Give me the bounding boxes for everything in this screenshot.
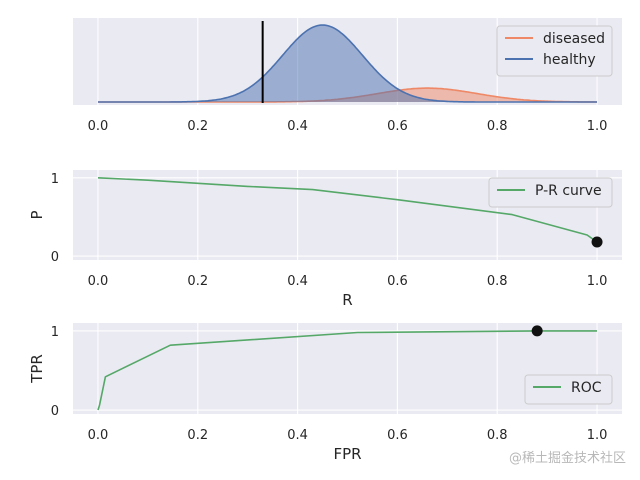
x-tick-label: 0.2 [187,119,208,134]
x-tick-label: 0.8 [487,428,508,443]
x-tick-label: 1.0 [587,274,608,289]
x-tick-label: 0.6 [387,428,408,443]
x-tick-label: 0.2 [187,428,208,443]
x-tick-label: 0.8 [487,274,508,289]
current-point-marker [531,325,543,337]
legend-box [488,177,613,208]
x-axis-label: FPR [333,445,361,463]
y-axis-label: TPR [28,354,46,384]
legend-entry: P-R curve [535,183,602,199]
series-area-diseased [98,88,597,102]
x-tick-label: 0.0 [88,274,109,289]
y-tick-label: 0 [51,404,59,419]
y-tick-label: 0 [51,250,59,265]
series-area-healthy [98,25,597,102]
x-tick-label: 0.0 [88,119,109,134]
x-tick-label: 0.8 [487,119,508,134]
x-tick-label: 0.2 [187,274,208,289]
y-tick-label: 1 [51,325,59,340]
x-tick-label: 0.0 [88,428,109,443]
watermark: @稀土掘金技术社区 [509,450,626,466]
series-line-p-r-curve [97,177,598,243]
x-tick-label: 0.6 [387,274,408,289]
legend-entry: ROC [571,380,602,396]
x-tick-label: 0.4 [287,119,308,134]
current-point-marker [591,236,603,248]
x-axis-label: R [342,291,352,309]
legend-box [524,374,613,405]
y-axis-label: P [28,210,46,219]
x-tick-label: 0.4 [287,274,308,289]
y-tick-label: 1 [51,172,59,187]
x-tick-label: 0.6 [387,119,408,134]
legend-entry: healthy [543,52,596,68]
x-tick-label: 1.0 [587,428,608,443]
x-tick-label: 0.4 [287,428,308,443]
legend-entry: diseased [543,31,605,47]
series-line-healthy [98,24,597,103]
x-tick-label: 1.0 [587,119,608,134]
